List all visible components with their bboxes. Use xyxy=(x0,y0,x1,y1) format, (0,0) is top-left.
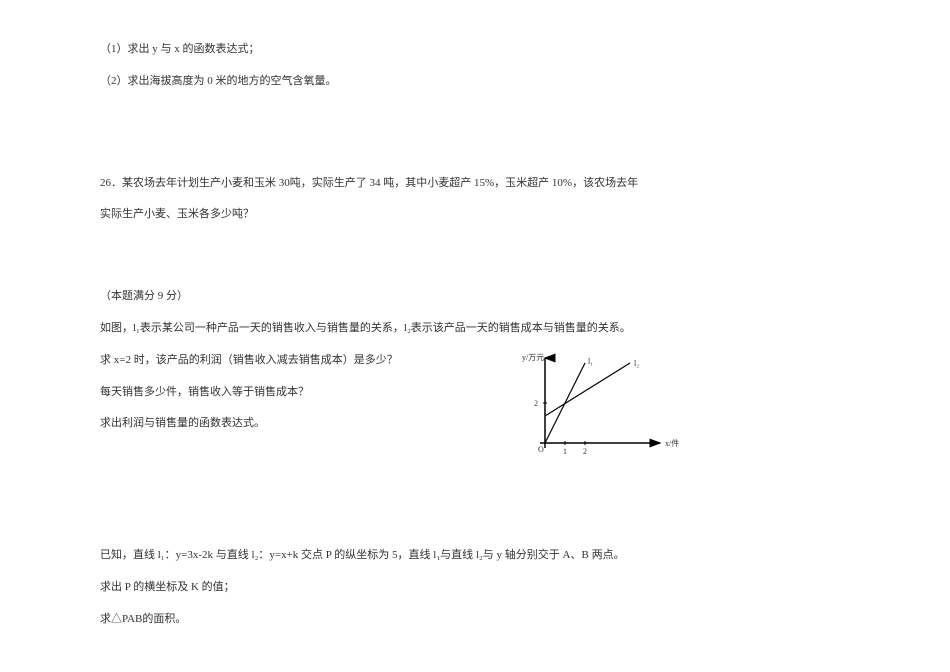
origin-label: O xyxy=(538,445,544,454)
chart-svg: O 1 2 2 x/件 y/万元 l₁ l₂ xyxy=(510,348,690,468)
xtick2-label: 2 xyxy=(583,447,587,456)
spacer-3b xyxy=(100,516,850,546)
q28-line1: 已知，直线 l₁：y=3x-2k 与直线 l₂：y=x+k 交点 P 的纵坐标为… xyxy=(100,546,850,566)
l1-label: l₁ xyxy=(588,357,593,366)
spacer-2 xyxy=(100,237,850,287)
q28-line2: 求出 P 的横坐标及 K 的值； xyxy=(100,578,850,598)
q27-line1: 如图，l₁表示某公司一种产品一天的销售收入与销售量的关系，l₂表示该产品一天的销… xyxy=(100,319,850,339)
q1-part2: （2）求出海拔高度为 0 米的地方的空气含氧量。 xyxy=(100,72,850,92)
q27-line4: 求出利润与销售量的函数表达式。 xyxy=(100,414,850,434)
line-l2 xyxy=(545,363,630,416)
q26-text2: 实际生产小麦、玉米各多少吨？ xyxy=(100,205,850,225)
xtick1-label: 1 xyxy=(563,447,567,456)
spacer-3 xyxy=(100,446,850,516)
q28-line3: 求△PAB的面积。 xyxy=(100,610,850,630)
ytick-label: 2 xyxy=(534,399,538,408)
ylabel: y/万元 xyxy=(522,353,544,362)
q26-text: 26．某农场去年计划生产小麦和玉米 30吨，实际生产了 34 吨，其中小麦超产 … xyxy=(100,174,850,194)
l2-label: l₂ xyxy=(634,359,639,368)
q27-line2: 求 x=2 时，该产品的利润（销售收入减去销售成本）是多少？ xyxy=(100,351,850,371)
q27-line3: 每天销售多少件，销售收入等于销售成本？ xyxy=(100,383,850,403)
q1-part1: （1）求出 y 与 x 的函数表达式； xyxy=(100,40,850,60)
spacer-1 xyxy=(100,104,850,174)
chart-container: O 1 2 2 x/件 y/万元 l₁ l₂ xyxy=(510,348,690,468)
q27-score: （本题满分 9 分） xyxy=(100,287,850,307)
xlabel: x/件 xyxy=(665,438,679,448)
